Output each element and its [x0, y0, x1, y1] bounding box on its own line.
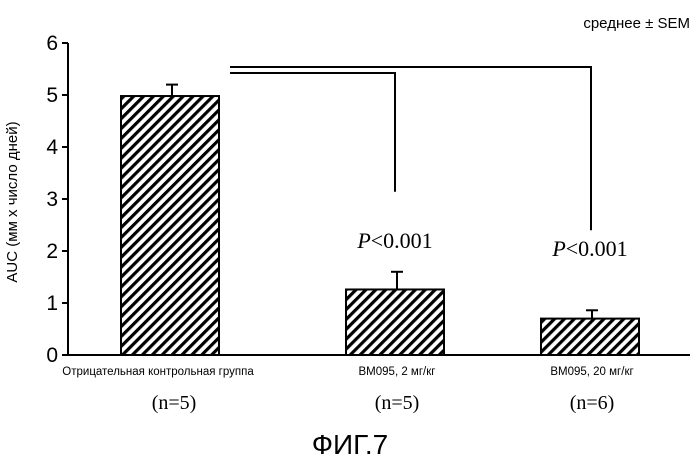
- y-tick-label: 0: [46, 344, 58, 367]
- y-axis-label: AUC (мм х число дней): [4, 121, 21, 282]
- bar: [120, 95, 220, 356]
- bar: [540, 317, 640, 357]
- p-value-letter: P: [551, 236, 565, 261]
- y-tick-label: 3: [46, 188, 58, 211]
- x-category-label: BM095, 2 мг/кг: [359, 366, 436, 378]
- figure-caption: ФИГ.7: [312, 429, 389, 460]
- y-tick-label: 6: [46, 32, 58, 55]
- p-value-label: P<0.001: [356, 228, 432, 253]
- x-labels: Отрицательная контрольная группа (n=5) BM0…: [62, 366, 633, 414]
- p-value-threshold: <0.001: [371, 228, 433, 253]
- p-value-label: P<0.001: [551, 236, 627, 261]
- y-tick-label: 2: [46, 240, 58, 263]
- p-value-threshold: <0.001: [566, 236, 628, 261]
- group-size-label: (n=5): [375, 392, 420, 414]
- significance-brackets: P<0.001 P<0.001: [230, 66, 628, 261]
- bars: [120, 95, 640, 357]
- significance-bracket: [230, 72, 396, 192]
- x-category-label: Отрицательная контрольная группа: [62, 366, 254, 378]
- bar: [345, 288, 445, 357]
- y-ticks: 0 1 2 3 4 5 6: [46, 32, 68, 367]
- group-size-label: (n=6): [570, 392, 615, 414]
- x-category-label: BM095, 20 мг/кг: [550, 366, 633, 378]
- error-bar-note: среднее ± SEM: [583, 15, 690, 32]
- y-tick-label: 5: [46, 84, 58, 107]
- error-bars: [166, 83, 598, 319]
- p-value-letter: P: [356, 228, 370, 253]
- group-size-label: (n=5): [152, 392, 197, 414]
- y-tick-label: 4: [46, 136, 58, 159]
- y-tick-label: 1: [46, 292, 58, 315]
- significance-bracket: [230, 66, 592, 231]
